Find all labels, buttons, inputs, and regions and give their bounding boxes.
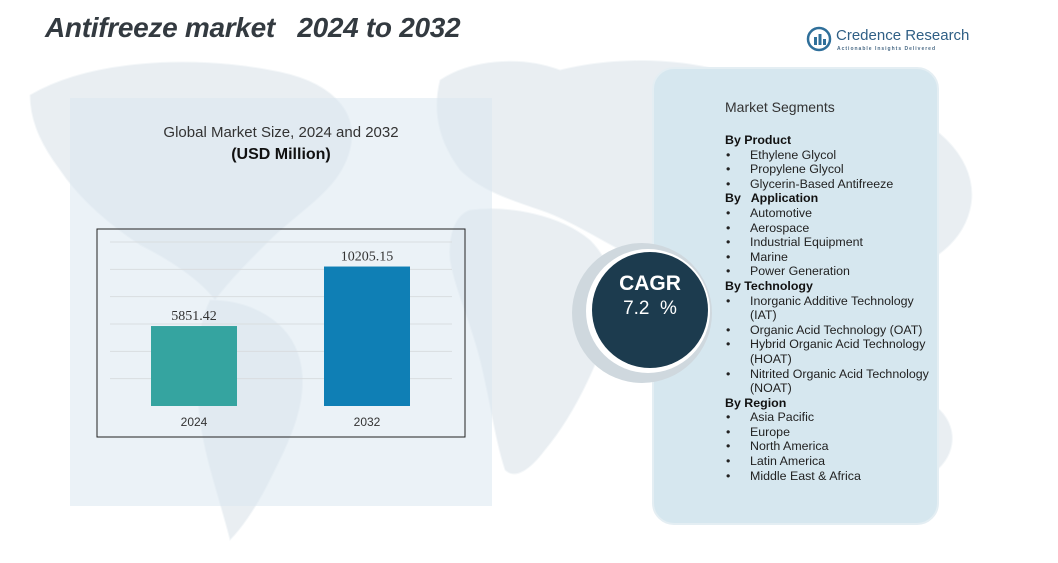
chart-title: Global Market Size, 2024 and 2032 xyxy=(163,124,399,141)
segments-list: By Product • Ethylene Glycol • Propylene Gly… xyxy=(725,133,935,483)
segment-item: • Propylene Glycol xyxy=(725,162,935,177)
bullet-icon: • xyxy=(726,293,731,308)
logo-name: Credence Research xyxy=(836,27,970,44)
bullet-icon: • xyxy=(726,147,731,162)
bullet-icon: • xyxy=(726,220,731,235)
brand-logo: Credence Research Actionable Insights De… xyxy=(806,26,976,56)
segment-item-label: Industrial Equipment xyxy=(750,235,863,250)
segment-item-label: North America xyxy=(750,439,829,454)
segment-item: • Asia Pacific xyxy=(725,410,935,425)
bullet-icon: • xyxy=(726,439,731,454)
segment-item-label: Nitrited Organic Acid Technology (NOAT) xyxy=(750,366,929,396)
logo-tagline: Actionable Insights Delivered xyxy=(837,46,937,52)
segment-item: • Europe xyxy=(725,425,935,440)
chart-frame xyxy=(96,228,466,438)
segment-item-label: Power Generation xyxy=(750,264,850,279)
cagr-label: CAGR xyxy=(619,272,681,295)
chart-subtitle: (USD Million) xyxy=(231,146,331,163)
value-label-2024: 5851.42 xyxy=(171,309,217,324)
segment-item-label: Latin America xyxy=(750,454,826,469)
segment-item-label: Marine xyxy=(750,249,788,264)
bullet-icon: • xyxy=(726,366,731,381)
bullet-icon: • xyxy=(726,322,731,337)
bar-chart: 5851.42 2024 10205.15 2032 xyxy=(96,228,466,438)
bullet-icon: • xyxy=(726,468,731,483)
segment-item: • Ethylene Glycol xyxy=(725,148,935,163)
value-label-2032: 10205.15 xyxy=(341,250,394,265)
segment-item-label: Organic Acid Technology (OAT) xyxy=(750,322,923,337)
bullet-icon: • xyxy=(726,176,731,191)
cagr-badge xyxy=(572,243,712,383)
segment-item: • Industrial Equipment xyxy=(725,235,935,250)
segment-item: • Latin America xyxy=(725,454,935,469)
bullet-icon: • xyxy=(726,454,731,469)
segment-group-title: By Application xyxy=(725,191,819,206)
segment-item-label: Asia Pacific xyxy=(750,410,815,425)
bullet-icon: • xyxy=(726,205,731,220)
bar-2032 xyxy=(324,266,410,406)
segment-item-label: Europe xyxy=(750,424,790,439)
logo-icon xyxy=(806,26,832,52)
segment-item: • Nitrited Organic Acid Technology (NOAT) xyxy=(725,367,935,396)
category-label-2024: 2024 xyxy=(181,415,208,429)
segment-item: • Power Generation xyxy=(725,264,935,279)
segment-group-title: By Region xyxy=(725,395,787,410)
bullet-icon: • xyxy=(726,249,731,264)
segment-item-label: Inorganic Additive Technology (IAT) xyxy=(750,293,914,323)
segment-item-label: Automotive xyxy=(750,205,812,220)
segment-item-label: Aerospace xyxy=(750,220,810,235)
bullet-icon: • xyxy=(726,424,731,439)
segment-item: • Marine xyxy=(725,250,935,265)
segment-group-title: By Technology xyxy=(725,278,813,293)
chart-panel xyxy=(70,98,492,506)
segment-item: • Hybrid Organic Acid Technology (HOAT) xyxy=(725,337,935,366)
bullet-icon: • xyxy=(726,337,731,352)
bullet-icon: • xyxy=(726,410,731,425)
segment-item-label: Ethylene Glycol xyxy=(750,147,837,162)
segment-item-label: Hybrid Organic Acid Technology (HOAT) xyxy=(750,337,926,366)
segment-item: • Middle East & Africa xyxy=(725,469,935,484)
segment-item: • Glycerin-Based Antifreeze xyxy=(725,177,935,192)
segments-heading: Market Segments xyxy=(725,99,835,115)
bullet-icon: • xyxy=(726,162,731,177)
segment-item-label: Middle East & Africa xyxy=(750,468,861,483)
segment-item: • Organic Acid Technology (OAT) xyxy=(725,323,935,338)
segment-item: • North America xyxy=(725,439,935,454)
bullet-icon: • xyxy=(726,264,731,279)
segment-group-title: By Product xyxy=(725,133,792,147)
cagr-value: 7.2 % xyxy=(623,298,677,319)
segment-item: • Inorganic Additive Technology (IAT) xyxy=(725,294,935,323)
bar-2024 xyxy=(151,326,237,406)
segment-item: • Aerospace xyxy=(725,221,935,236)
segment-item-label: Glycerin-Based Antifreeze xyxy=(750,176,894,191)
segment-item-label: Propylene Glycol xyxy=(750,162,844,177)
bullet-icon: • xyxy=(726,235,731,250)
page-title: Antifreeze market 2024 to 2032 xyxy=(45,12,461,43)
segment-item: • Automotive xyxy=(725,206,935,221)
category-label-2032: 2032 xyxy=(354,415,381,429)
